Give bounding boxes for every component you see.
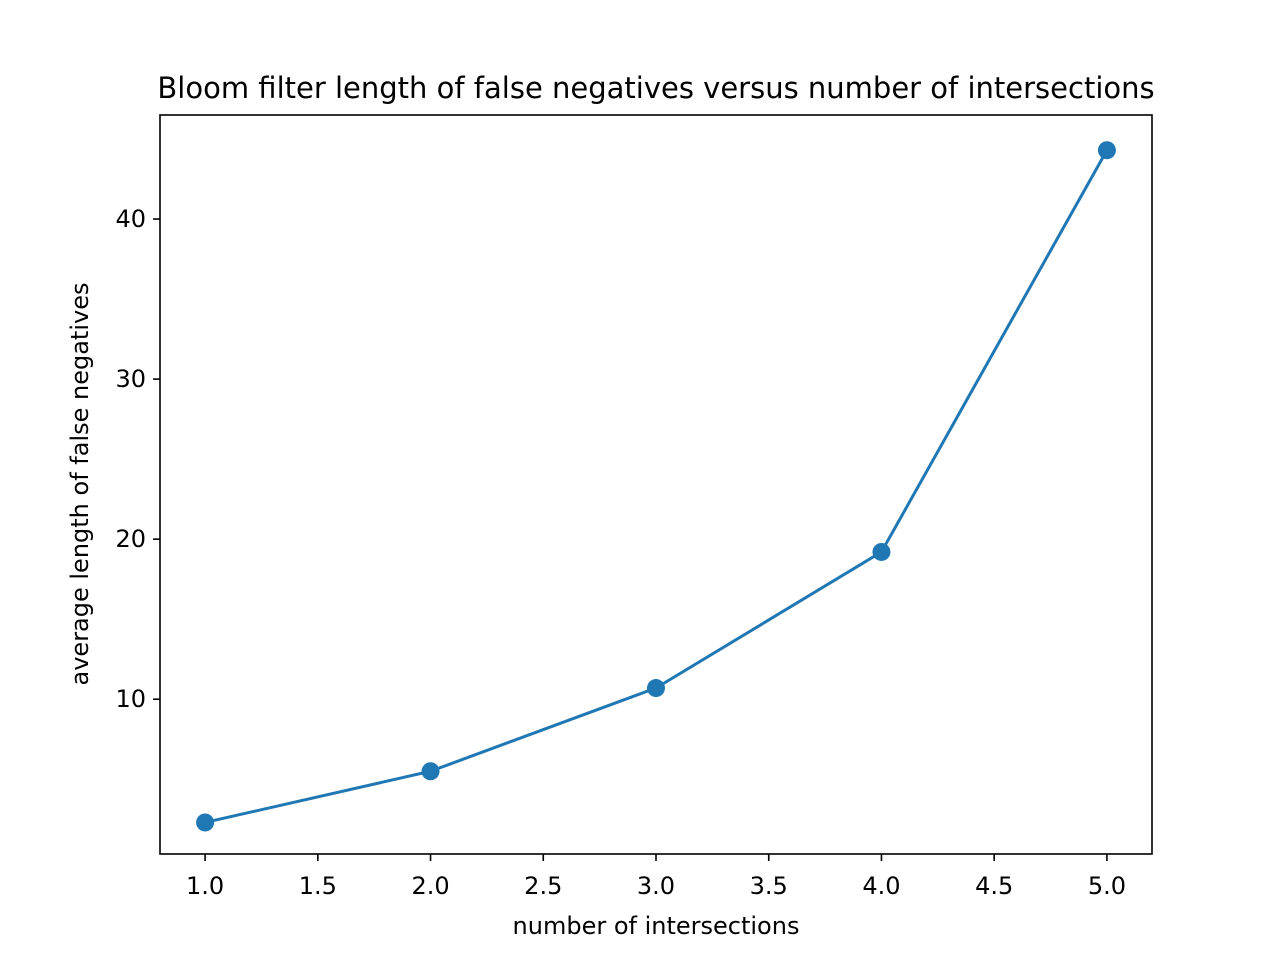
x-tick-label: 2.0 [411, 872, 449, 900]
data-point [421, 762, 440, 781]
x-tick-label: 1.5 [299, 872, 337, 900]
y-tick-label: 40 [115, 205, 146, 233]
x-axis-label: number of intersections [513, 912, 800, 940]
plot-area [160, 115, 1152, 854]
y-tick-label: 20 [115, 525, 146, 553]
x-tick-label: 1.0 [186, 872, 224, 900]
x-tick-label: 3.0 [637, 872, 675, 900]
plot-frame [159, 114, 1153, 855]
x-tick-label: 3.5 [750, 872, 788, 900]
chart-title: Bloom filter length of false negatives v… [157, 71, 1154, 105]
y-tick-label: 30 [115, 365, 146, 393]
x-tick-label: 2.5 [524, 872, 562, 900]
y-axis-label: average length of false negatives [66, 283, 94, 686]
series-layer [196, 141, 1116, 832]
data-point [1097, 141, 1116, 160]
data-point [647, 679, 665, 698]
data-point [872, 542, 891, 561]
data-point [196, 813, 215, 832]
x-tick-label: 5.0 [1088, 872, 1126, 900]
y-axis-ticks: 10 20 30 40 [115, 205, 160, 713]
x-axis-ticks: 1.0 1.5 2.0 2.5 3.0 3.5 4.0 4.5 5.0 [186, 854, 1126, 900]
x-tick-label: 4.0 [862, 872, 900, 900]
y-tick-label: 10 [115, 685, 146, 713]
x-tick-label: 4.5 [975, 872, 1013, 900]
